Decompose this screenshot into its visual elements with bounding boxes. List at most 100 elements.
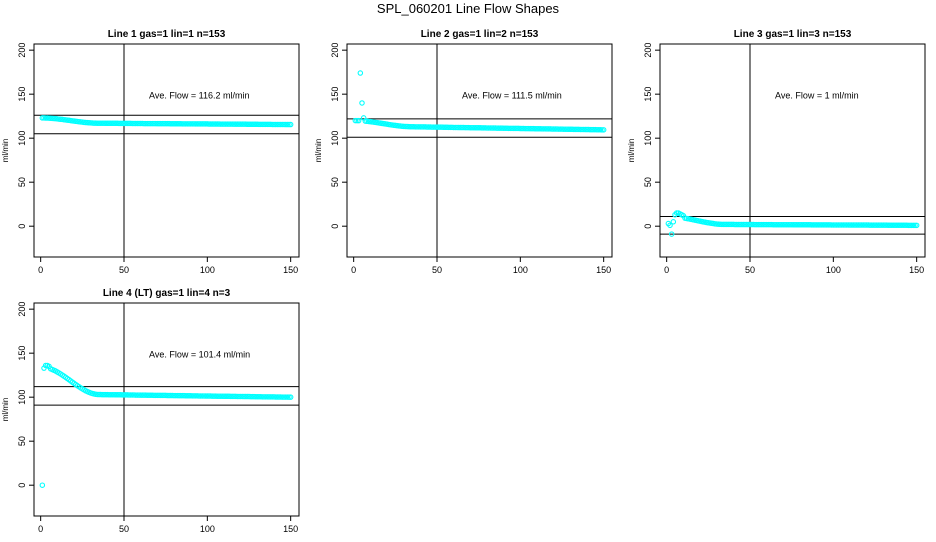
data-point — [272, 121, 279, 128]
data-point — [835, 222, 842, 228]
data-point — [858, 222, 865, 228]
data-point — [99, 120, 106, 126]
data-point — [767, 221, 773, 228]
data-point — [417, 124, 424, 130]
data-point — [214, 393, 221, 399]
data-point — [276, 394, 282, 400]
data-point — [357, 70, 364, 76]
y-tick-label: 100 — [17, 131, 27, 146]
chart-panel-line-2: Line 2 gas=1 lin=2 n=153 Ave. Flow = 111.… — [314, 29, 613, 275]
data-point — [539, 126, 545, 132]
data-point — [832, 222, 838, 228]
data-point — [236, 121, 242, 127]
data-point — [407, 123, 414, 130]
y-axis-label: ml/min — [627, 139, 636, 163]
data-point — [760, 221, 767, 228]
data-point — [112, 392, 119, 398]
data-point — [902, 222, 908, 228]
data-point — [249, 393, 256, 400]
data-point — [419, 124, 425, 130]
y-tick-label: 0 — [643, 224, 653, 229]
data-point — [144, 120, 151, 127]
data-point — [519, 125, 525, 132]
data-point — [442, 124, 449, 131]
data-point — [848, 222, 855, 228]
data-point — [247, 393, 254, 400]
data-point — [176, 392, 182, 399]
data-point — [222, 121, 229, 127]
data-point — [762, 221, 768, 228]
y-tick-label: 100 — [643, 131, 653, 146]
data-point — [852, 222, 858, 228]
data-point — [798, 222, 805, 228]
data-point — [154, 392, 161, 399]
data-point — [192, 121, 199, 127]
data-point — [102, 391, 109, 398]
y-tick-label: 100 — [330, 131, 340, 146]
data-point — [177, 392, 184, 399]
data-point — [152, 392, 159, 399]
data-point — [261, 394, 267, 400]
data-point — [196, 121, 202, 127]
average-flow-annotation: Ave. Flow = 116.2 ml/min — [149, 91, 249, 101]
data-point — [893, 222, 900, 228]
data-point — [202, 121, 209, 127]
y-tick-label: 200 — [643, 43, 653, 58]
data-point — [144, 392, 151, 398]
data-point — [743, 221, 750, 228]
data-point — [281, 394, 287, 400]
data-point — [132, 120, 139, 127]
data-point — [122, 392, 129, 398]
data-point — [132, 392, 139, 398]
y-tick-label: 200 — [17, 43, 27, 58]
data-point — [908, 222, 915, 229]
data-point — [888, 222, 895, 228]
data-point — [246, 121, 252, 128]
data-point — [517, 125, 524, 132]
data-point — [727, 221, 733, 228]
data-point — [878, 222, 885, 228]
x-tick-label: 150 — [909, 265, 924, 275]
data-point — [274, 394, 281, 400]
data-point — [221, 121, 227, 127]
data-point — [172, 120, 179, 127]
data-point — [805, 222, 812, 228]
data-point — [595, 126, 602, 133]
data-point — [557, 126, 564, 132]
data-point — [122, 120, 129, 127]
data-point — [447, 124, 454, 131]
data-point — [847, 222, 853, 228]
data-point — [898, 222, 905, 228]
data-point — [560, 126, 567, 132]
data-point — [181, 121, 187, 127]
data-point — [850, 222, 857, 228]
data-point — [116, 120, 122, 127]
data-point — [737, 221, 743, 228]
data-point — [159, 120, 166, 127]
data-point — [787, 221, 793, 228]
data-point — [236, 393, 242, 400]
data-point — [808, 222, 815, 228]
y-tick-label: 200 — [17, 302, 27, 317]
x-tick-label: 0 — [351, 265, 356, 275]
data-point — [527, 125, 534, 132]
data-point — [549, 126, 555, 132]
data-point — [107, 120, 114, 127]
y-tick-label: 150 — [17, 87, 27, 102]
data-point — [738, 221, 745, 228]
data-point — [251, 121, 257, 128]
data-point — [747, 221, 753, 228]
data-point — [555, 126, 562, 132]
data-point — [212, 121, 219, 127]
data-point — [157, 120, 164, 127]
data-point — [226, 121, 232, 127]
data-point — [414, 124, 420, 130]
data-point — [157, 392, 164, 399]
x-tick-label: 50 — [432, 265, 442, 275]
x-tick-label: 0 — [38, 524, 43, 534]
data-point — [211, 121, 217, 127]
data-point — [887, 222, 893, 228]
x-tick-label: 0 — [664, 265, 669, 275]
data-point — [151, 392, 157, 399]
data-point — [186, 121, 192, 127]
